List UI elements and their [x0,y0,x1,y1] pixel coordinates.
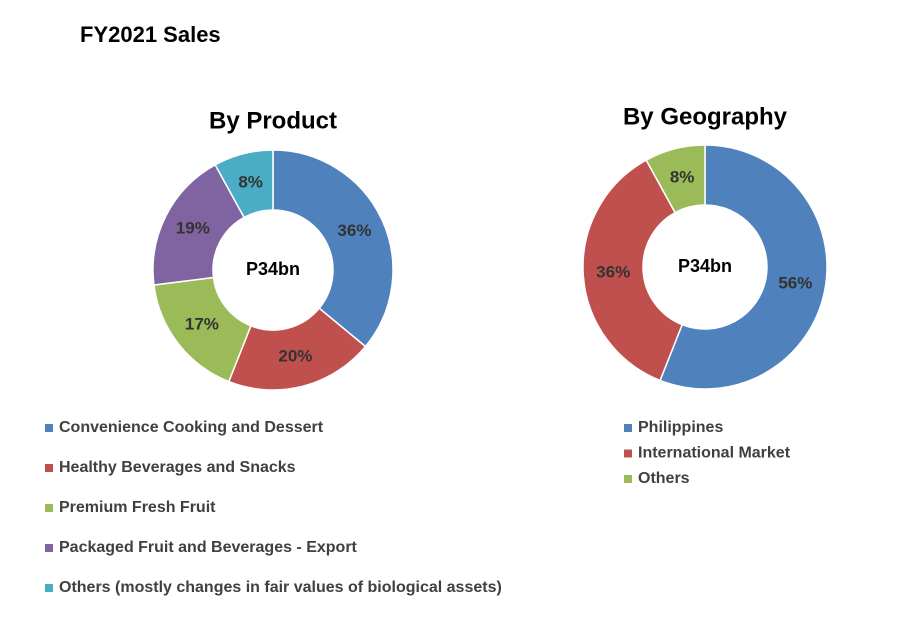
donut-slice [659,144,828,390]
legend-label: Philippines [638,419,723,436]
legend-marker [624,424,632,432]
data-label: 56% [778,274,812,293]
center-label: P34bn [246,259,300,279]
data-label: 17% [185,315,219,334]
legend-marker [45,464,53,472]
data-label: 36% [596,262,630,281]
donut-slice [645,144,706,214]
page-title: FY2021 Sales [80,22,221,47]
legend-marker [624,449,632,458]
legend-label: Others (mostly changes in fair values of… [59,579,502,596]
legend-label: Convenience Cooking and Dessert [59,419,324,436]
data-label: 36% [337,221,371,240]
legend-marker [45,424,53,432]
legend-marker [45,544,53,552]
center-label: P34bn [678,256,732,276]
legend-label: Premium Fresh Fruit [59,499,216,516]
legend-label: International Market [638,445,791,462]
legend-marker [624,475,632,483]
donut-slice [214,149,274,219]
legend-label: Healthy Beverages and Snacks [59,459,296,476]
legend-marker [45,584,53,592]
data-label: 8% [238,172,263,191]
donut-slice [582,159,684,382]
legend-label: Others [638,470,690,487]
chart-title: By Product [209,107,337,134]
data-label: 8% [670,167,695,186]
legend-label: Packaged Fruit and Beverages - Export [59,539,358,556]
data-label: 20% [278,347,312,366]
donut-slice [227,307,367,391]
donut-slice [153,276,252,383]
donut-slice [272,149,394,348]
chart-title: By Geography [623,103,788,130]
legend-marker [45,504,53,512]
data-label: 19% [176,219,210,238]
